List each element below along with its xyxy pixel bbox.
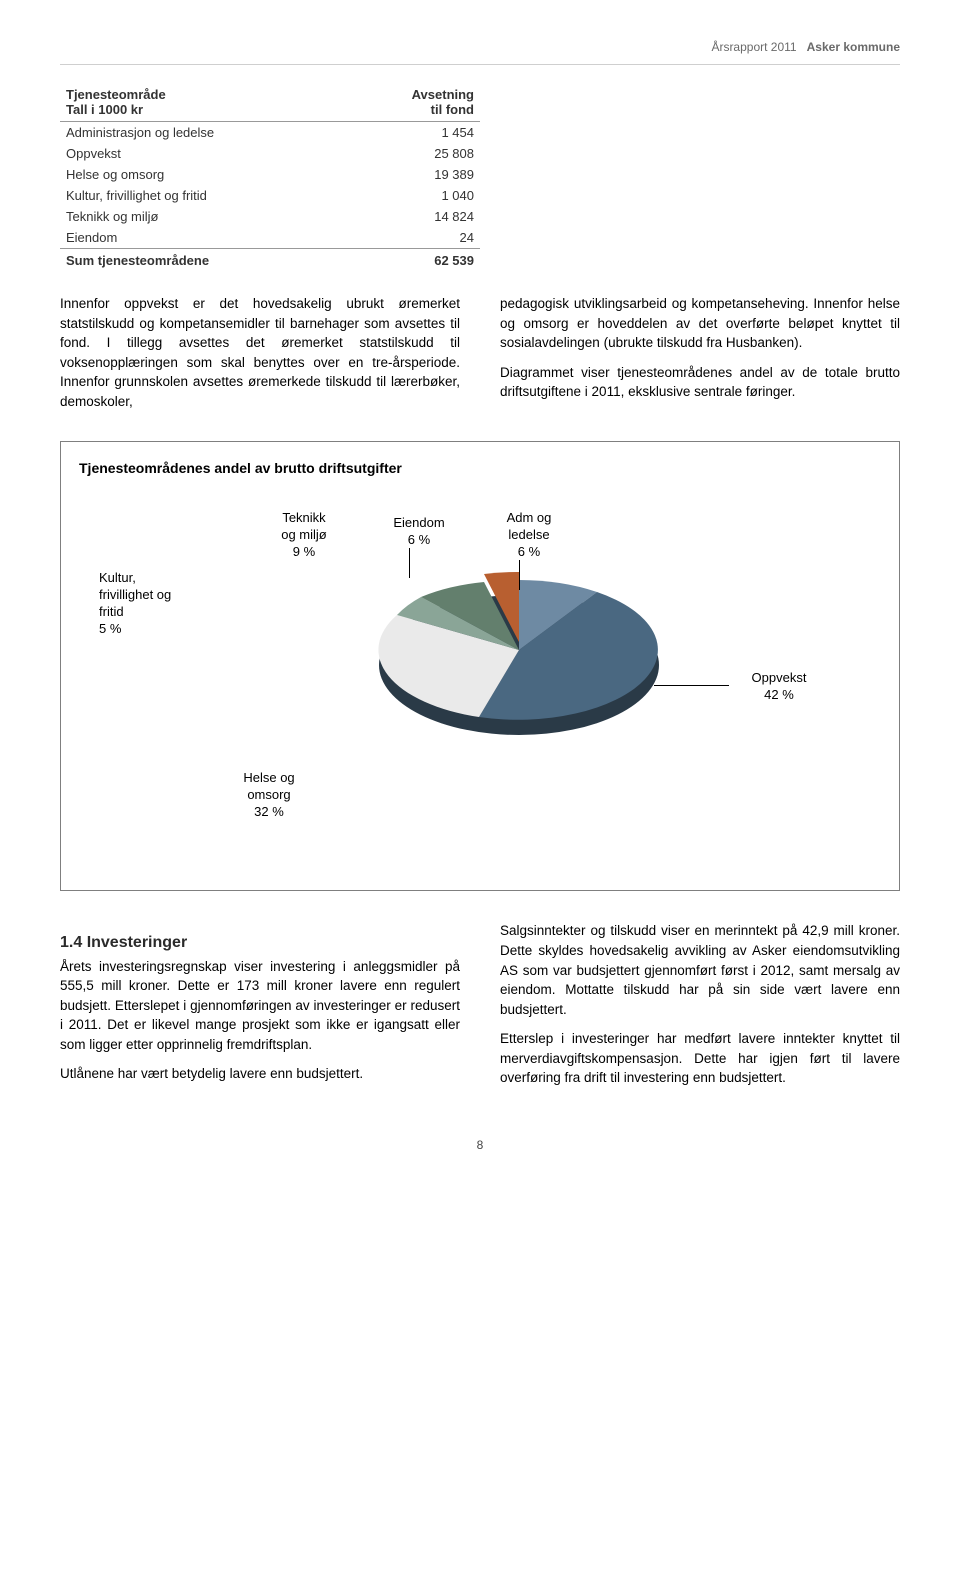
row-label: Teknikk og miljø (60, 206, 347, 227)
page-number: 8 (60, 1138, 900, 1152)
pie-chart-icon (369, 560, 669, 760)
bottom-col-left: 1.4 Investeringer Årets investeringsregn… (60, 921, 460, 1098)
col-right: pedagogisk utviklingsarbeid og kompetans… (500, 294, 900, 421)
lbl-pct: 6 % (408, 532, 430, 547)
pie-label-adm: Adm og ledelse 6 % (489, 510, 569, 561)
para-left: Innenfor oppvekst er det hovedsakelig ub… (60, 294, 460, 411)
table-row: Kultur, frivillighet og fritid 1 040 (60, 185, 480, 206)
bottom-left-1: Årets investeringsregnskap viser investe… (60, 957, 460, 1055)
row-value: 24 (347, 227, 480, 249)
header-rule (60, 64, 900, 65)
chart-container: Tjenesteområdenes andel av brutto drifts… (60, 441, 900, 891)
lbl-pct: 9 % (293, 544, 315, 559)
th-left-bottom: Tall i 1000 kr (66, 102, 143, 117)
lbl: Teknikk (282, 510, 325, 525)
leader-line (409, 548, 410, 578)
row-label: Administrasjon og ledelse (60, 122, 347, 144)
header-right: Asker kommune (807, 40, 900, 54)
col-left: Innenfor oppvekst er det hovedsakelig ub… (60, 294, 460, 421)
lbl-pct: 5 % (99, 621, 121, 636)
lbl: Eiendom (393, 515, 444, 530)
header-left: Årsrapport 2011 (711, 40, 796, 54)
table-row: Eiendom 24 (60, 227, 480, 249)
para-right-2: Diagrammet viser tjenesteområdenes andel… (500, 363, 900, 402)
page: Årsrapport 2011 Asker kommune Tjenesteom… (0, 0, 960, 1192)
row-value: 14 824 (347, 206, 480, 227)
lbl: Helse og (243, 770, 294, 785)
row-value: 1 454 (347, 122, 480, 144)
bottom-columns: 1.4 Investeringer Årets investeringsregn… (60, 921, 900, 1098)
lbl: frivillighet og (99, 587, 171, 602)
pie-label-helse: Helse og omsorg 32 % (224, 770, 314, 821)
section-heading: 1.4 Investeringer (60, 931, 460, 954)
pie-label-teknikk: Teknikk og miljø 9 % (264, 510, 344, 561)
lbl-pct: 42 % (764, 687, 794, 702)
intro-columns: Innenfor oppvekst er det hovedsakelig ub… (60, 294, 900, 421)
lbl: fritid (99, 604, 124, 619)
table-sum-row: Sum tjenesteområdene 62 539 (60, 249, 480, 273)
lbl-pct: 6 % (518, 544, 540, 559)
pie-label-oppvekst: Oppvekst 42 % (729, 670, 829, 704)
bottom-left-2: Utlånene har vært betydelig lavere enn b… (60, 1064, 460, 1084)
table-row: Teknikk og miljø 14 824 (60, 206, 480, 227)
pie-label-eiendom: Eiendom 6 % (379, 515, 459, 549)
lbl: ledelse (508, 527, 549, 542)
th-left-top: Tjenesteområde (66, 87, 166, 102)
leader-line (519, 560, 520, 590)
pie-label-kultur: Kultur, frivillighet og fritid 5 % (99, 570, 219, 638)
para-right-1: pedagogisk utviklingsarbeid og kompetans… (500, 294, 900, 353)
bottom-right-1: Salgsinntekter og tilskudd viser en meri… (500, 921, 900, 1019)
fund-table: Tjenesteområde Tall i 1000 kr Avsetning … (60, 83, 480, 272)
table-row: Oppvekst 25 808 (60, 143, 480, 164)
th-right-bottom: til fond (431, 102, 474, 117)
sum-value: 62 539 (347, 249, 480, 273)
row-label: Kultur, frivillighet og fritid (60, 185, 347, 206)
lbl: og miljø (281, 527, 327, 542)
bottom-right-2: Etterslep i investeringer har medført la… (500, 1029, 900, 1088)
lbl: Oppvekst (752, 670, 807, 685)
bottom-col-right: Salgsinntekter og tilskudd viser en meri… (500, 921, 900, 1098)
row-label: Oppvekst (60, 143, 347, 164)
table-row: Administrasjon og ledelse 1 454 (60, 122, 480, 144)
row-value: 1 040 (347, 185, 480, 206)
row-value: 25 808 (347, 143, 480, 164)
table-header-row: Tjenesteområde Tall i 1000 kr Avsetning … (60, 83, 480, 122)
lbl-pct: 32 % (254, 804, 284, 819)
pie-area: Kultur, frivillighet og fritid 5 % Tekni… (79, 500, 881, 820)
lbl: Adm og (507, 510, 552, 525)
th-right-top: Avsetning (412, 87, 474, 102)
chart-title: Tjenesteområdenes andel av brutto drifts… (79, 460, 881, 476)
sum-label: Sum tjenesteområdene (60, 249, 347, 273)
leader-line (654, 685, 729, 686)
row-value: 19 389 (347, 164, 480, 185)
lbl: Kultur, (99, 570, 136, 585)
row-label: Eiendom (60, 227, 347, 249)
lbl: omsorg (247, 787, 290, 802)
row-label: Helse og omsorg (60, 164, 347, 185)
doc-header: Årsrapport 2011 Asker kommune (60, 40, 900, 54)
table-row: Helse og omsorg 19 389 (60, 164, 480, 185)
